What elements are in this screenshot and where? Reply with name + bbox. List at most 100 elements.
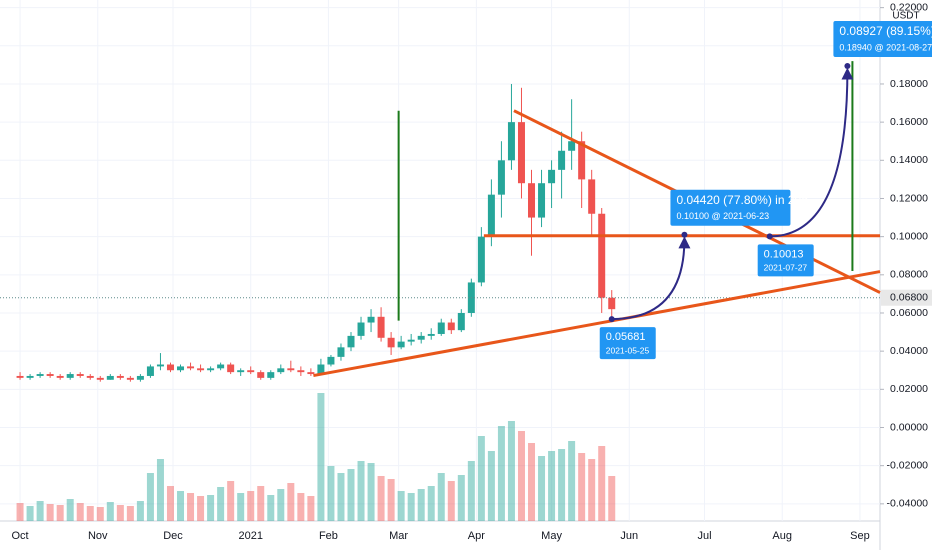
- volume-bar: [126, 506, 134, 521]
- volume-bar: [227, 481, 235, 521]
- volume-bar: [156, 459, 164, 521]
- candle-body: [46, 374, 54, 376]
- x-tick-label: Nov: [88, 530, 108, 542]
- candle-body: [96, 377, 104, 380]
- measure-arrow: [611, 236, 691, 321]
- volume-bar: [207, 495, 215, 521]
- volume-bar: [457, 475, 465, 521]
- volume-bar: [447, 481, 455, 521]
- volume-bar: [257, 486, 265, 521]
- candle-body: [548, 169, 556, 184]
- volume-bar: [367, 463, 375, 521]
- candle-body: [437, 322, 445, 334]
- candle-body: [397, 341, 405, 348]
- x-tick-label: Feb: [319, 530, 338, 542]
- x-tick-label: Jun: [620, 530, 638, 542]
- volume-bar: [96, 507, 104, 521]
- y-tick-label: 0.16000: [890, 116, 928, 128]
- candle-body: [187, 366, 195, 369]
- candle-body: [287, 368, 295, 371]
- candle-body: [517, 122, 525, 184]
- candle-body: [297, 370, 305, 373]
- volume-bar: [437, 473, 445, 521]
- volume-bar: [558, 449, 566, 521]
- candle-body: [217, 364, 225, 369]
- x-tick-label: Apr: [468, 530, 485, 542]
- point-label-box: [599, 327, 656, 360]
- y-tick-label: -0.02000: [887, 459, 929, 471]
- volume-bar: [487, 451, 495, 521]
- currency-label: USDT: [892, 11, 919, 22]
- volume-bar: [347, 469, 355, 521]
- measure-start: [766, 233, 773, 240]
- candle-body: [66, 374, 74, 378]
- candle-body: [347, 335, 355, 348]
- candle-body: [447, 322, 455, 331]
- point-price: 0.05681: [606, 331, 646, 343]
- candle-body: [277, 368, 285, 373]
- volume-bar: [568, 441, 576, 521]
- candle-body: [528, 183, 536, 218]
- y-tick-label: 0.12000: [890, 192, 928, 204]
- candle-body: [427, 333, 435, 336]
- last-price-label: 0.06800: [890, 291, 928, 303]
- volume-bar: [317, 393, 325, 521]
- candle-body: [477, 236, 485, 283]
- candle-body: [86, 375, 94, 378]
- volume-bar: [387, 479, 395, 521]
- volume-bar: [277, 489, 285, 521]
- volume-bar: [237, 493, 245, 521]
- volume-bar: [588, 459, 596, 521]
- volume-bar: [56, 505, 64, 521]
- last-price-box: [881, 289, 932, 306]
- measure-arrow: [769, 67, 854, 238]
- candle-body: [237, 370, 245, 373]
- candle-body: [337, 347, 345, 357]
- measure-end: [844, 63, 851, 70]
- volume-bar: [217, 487, 225, 521]
- x-tick-label: Jul: [697, 530, 711, 542]
- candle-body: [166, 364, 174, 371]
- point-date: 2021-05-25: [606, 345, 650, 355]
- volume-bar: [548, 451, 556, 521]
- volume-bar: [187, 493, 195, 521]
- y-tick-label: 0.06000: [890, 307, 928, 319]
- candle-body: [106, 375, 114, 380]
- candle-body: [588, 179, 596, 214]
- y-tick-label: 0.18000: [890, 78, 928, 90]
- candle-body: [598, 213, 606, 298]
- volume-bar: [497, 426, 505, 521]
- measure-title: 0.04420 (77.80%) in 29d: [676, 193, 807, 207]
- x-tick-label: 2021: [238, 530, 262, 542]
- candle-body: [327, 356, 335, 365]
- volume-bar: [16, 503, 24, 521]
- y-tick-label: 0.02000: [890, 383, 928, 395]
- x-tick-label: Sep: [850, 530, 870, 542]
- volume-bar: [287, 483, 295, 521]
- x-tick-label: Dec: [163, 530, 183, 542]
- measure-title: 0.08927 (89.15%) in 31d: [839, 24, 932, 38]
- volume-bar: [106, 502, 114, 521]
- candle-body: [377, 316, 385, 338]
- x-tick-label: Aug: [772, 530, 792, 542]
- candle-body: [36, 374, 44, 376]
- candle-body: [267, 372, 275, 378]
- candle-body: [578, 141, 586, 180]
- grid: [0, 0, 880, 521]
- y-tick-label: 0.14000: [890, 154, 928, 166]
- measure-detail: 0.18940 @ 2021-08-27: [839, 42, 932, 52]
- candle-body: [608, 297, 616, 310]
- candle-body: [487, 194, 495, 237]
- candle-body: [146, 366, 154, 376]
- volume-bar: [46, 504, 54, 521]
- volume-bar: [136, 501, 144, 521]
- volume-bar: [477, 436, 485, 521]
- candle-body: [26, 375, 34, 378]
- x-tick-label: Oct: [11, 530, 28, 542]
- measure-detail: 0.10100 @ 2021-06-23: [676, 211, 769, 221]
- point-price: 0.10013: [764, 248, 804, 260]
- volume-bar: [66, 499, 74, 521]
- candle-body: [568, 141, 576, 151]
- volume-bar: [177, 491, 185, 521]
- volume-bar: [267, 495, 275, 521]
